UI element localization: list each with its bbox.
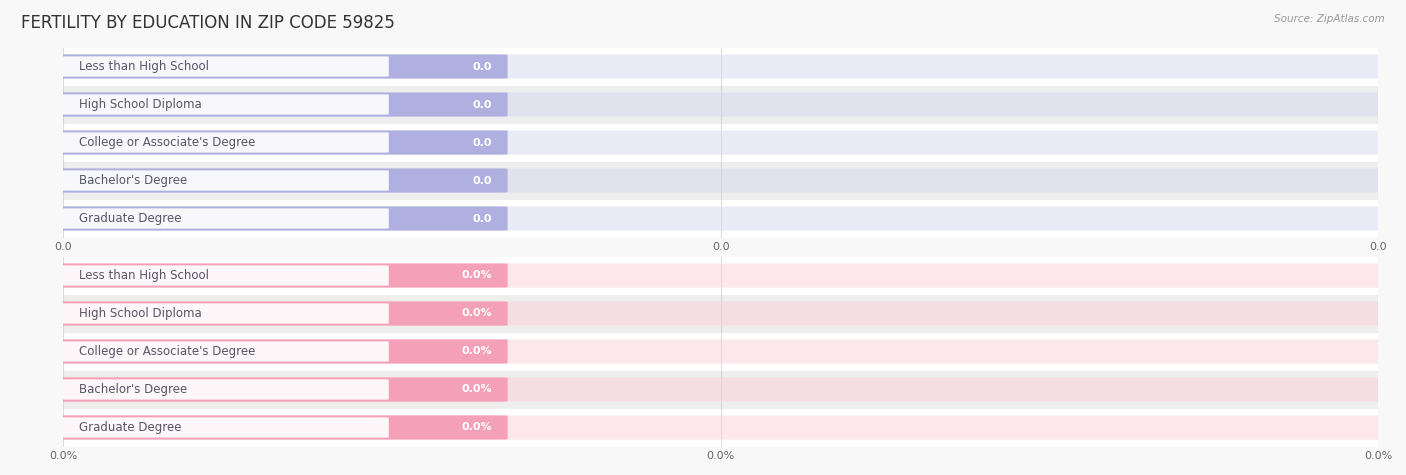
Bar <box>63 124 1378 162</box>
FancyBboxPatch shape <box>60 209 389 228</box>
FancyBboxPatch shape <box>60 380 389 399</box>
FancyBboxPatch shape <box>60 95 389 114</box>
FancyBboxPatch shape <box>53 378 1388 401</box>
Text: Bachelor's Degree: Bachelor's Degree <box>79 174 187 187</box>
FancyBboxPatch shape <box>60 266 389 285</box>
FancyBboxPatch shape <box>53 169 1388 192</box>
Text: 0.0%: 0.0% <box>461 308 492 319</box>
Bar <box>63 162 1378 199</box>
FancyBboxPatch shape <box>60 133 389 152</box>
FancyBboxPatch shape <box>53 264 1388 287</box>
FancyBboxPatch shape <box>53 131 508 154</box>
FancyBboxPatch shape <box>53 207 1388 230</box>
FancyBboxPatch shape <box>53 416 1388 439</box>
FancyBboxPatch shape <box>53 416 508 439</box>
Text: High School Diploma: High School Diploma <box>79 307 202 320</box>
FancyBboxPatch shape <box>53 55 508 78</box>
FancyBboxPatch shape <box>60 418 389 437</box>
Text: Graduate Degree: Graduate Degree <box>79 421 181 434</box>
FancyBboxPatch shape <box>60 171 389 190</box>
FancyBboxPatch shape <box>60 342 389 361</box>
Text: 0.0%: 0.0% <box>461 422 492 433</box>
FancyBboxPatch shape <box>53 264 508 287</box>
Text: 0.0: 0.0 <box>472 175 492 186</box>
Text: 0.0%: 0.0% <box>461 384 492 395</box>
Text: 0.0%: 0.0% <box>461 346 492 357</box>
Text: Source: ZipAtlas.com: Source: ZipAtlas.com <box>1274 14 1385 24</box>
Text: 0.0%: 0.0% <box>461 270 492 281</box>
FancyBboxPatch shape <box>53 93 508 116</box>
Bar <box>63 408 1378 446</box>
Bar <box>63 200 1378 238</box>
FancyBboxPatch shape <box>53 302 508 325</box>
FancyBboxPatch shape <box>53 340 1388 363</box>
Text: Less than High School: Less than High School <box>79 269 209 282</box>
Bar <box>63 370 1378 408</box>
FancyBboxPatch shape <box>53 207 508 230</box>
Text: 0.0: 0.0 <box>472 61 492 72</box>
Bar <box>63 256 1378 294</box>
FancyBboxPatch shape <box>53 378 508 401</box>
Text: College or Associate's Degree: College or Associate's Degree <box>79 345 256 358</box>
Text: 0.0: 0.0 <box>472 213 492 224</box>
FancyBboxPatch shape <box>53 55 1388 78</box>
FancyBboxPatch shape <box>60 57 389 76</box>
Bar <box>63 48 1378 86</box>
FancyBboxPatch shape <box>53 131 1388 154</box>
Text: FERTILITY BY EDUCATION IN ZIP CODE 59825: FERTILITY BY EDUCATION IN ZIP CODE 59825 <box>21 14 395 32</box>
Text: 0.0: 0.0 <box>472 99 492 110</box>
Bar <box>63 294 1378 332</box>
Text: Less than High School: Less than High School <box>79 60 209 73</box>
Text: College or Associate's Degree: College or Associate's Degree <box>79 136 256 149</box>
Text: High School Diploma: High School Diploma <box>79 98 202 111</box>
FancyBboxPatch shape <box>53 169 508 192</box>
FancyBboxPatch shape <box>53 340 508 363</box>
FancyBboxPatch shape <box>60 304 389 323</box>
Bar <box>63 86 1378 124</box>
Text: 0.0: 0.0 <box>472 137 492 148</box>
Text: Bachelor's Degree: Bachelor's Degree <box>79 383 187 396</box>
Text: Graduate Degree: Graduate Degree <box>79 212 181 225</box>
FancyBboxPatch shape <box>53 93 1388 116</box>
Bar <box>63 332 1378 371</box>
FancyBboxPatch shape <box>53 302 1388 325</box>
